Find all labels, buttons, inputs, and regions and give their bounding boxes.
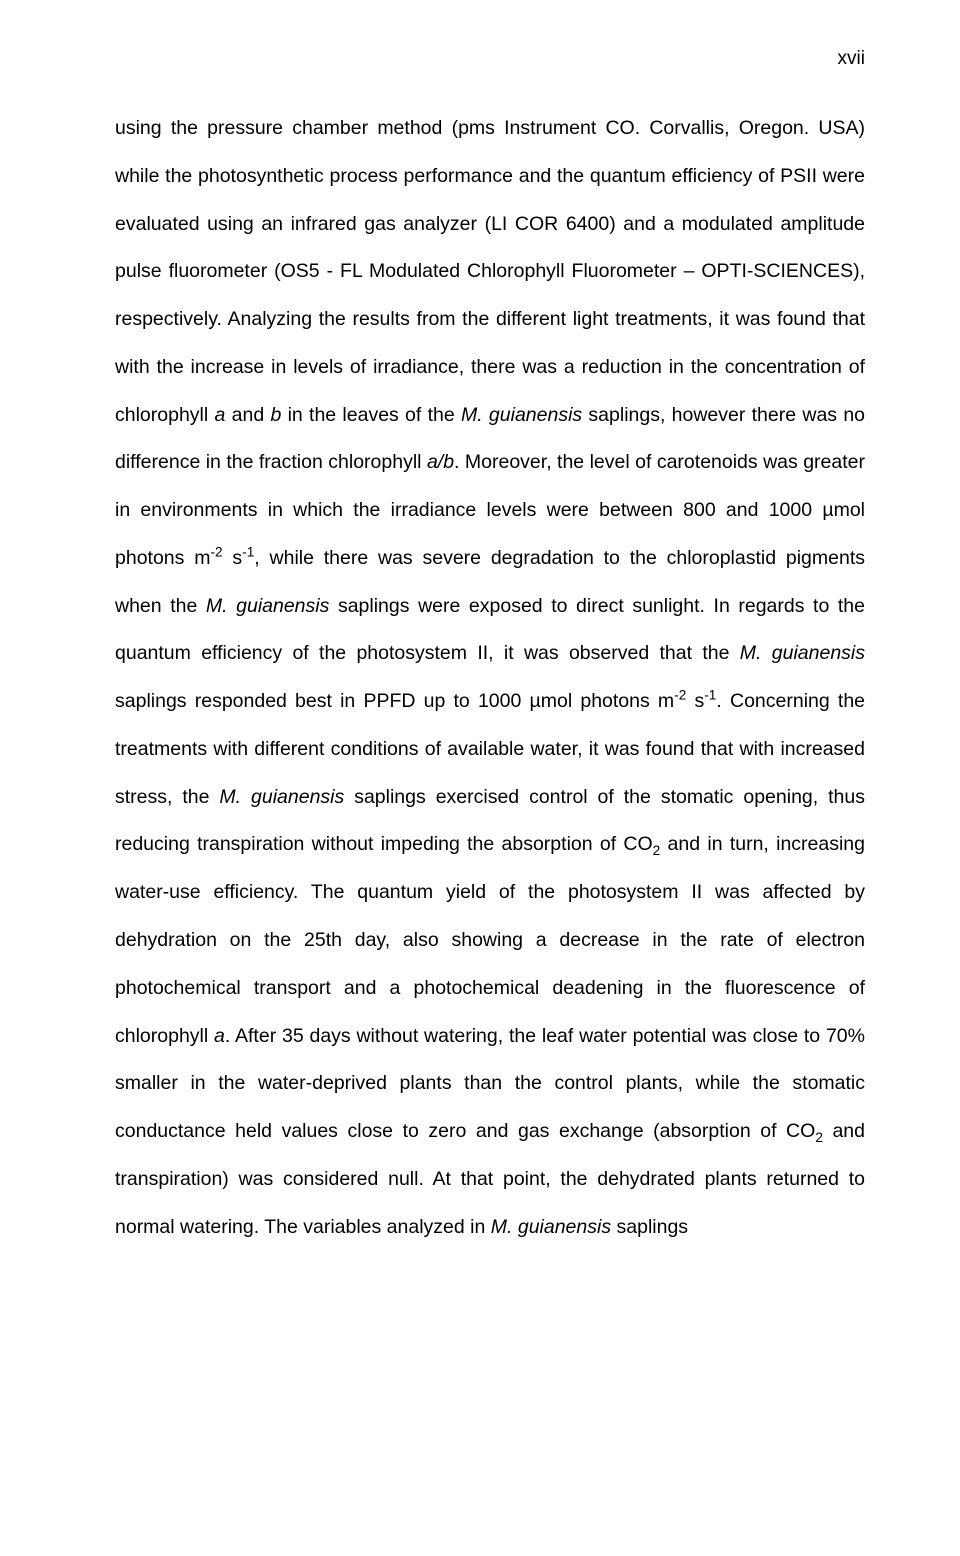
text-segment: and in turn, increasing water-use effici… [115, 833, 865, 1046]
text-segment: using the pressure chamber method (pms I… [115, 117, 865, 426]
text-superscript: -2 [674, 688, 686, 703]
text-segment: s [686, 690, 704, 712]
text-italic: a [214, 1025, 225, 1047]
text-italic: b [270, 404, 281, 426]
text-italic: a/b [427, 451, 454, 473]
text-italic: M. guianensis [219, 786, 344, 808]
text-segment: s [223, 547, 243, 569]
text-superscript: -1 [242, 544, 254, 559]
body-paragraph: using the pressure chamber method (pms I… [115, 105, 865, 1251]
text-italic: M. guianensis [491, 1216, 611, 1238]
text-italic: a [215, 404, 226, 426]
text-segment: . After 35 days without watering, the le… [115, 1025, 865, 1143]
text-italic: M. guianensis [206, 595, 329, 617]
text-superscript: -1 [704, 688, 716, 703]
text-italic: M. guianensis [461, 404, 582, 426]
text-superscript: -2 [210, 544, 222, 559]
page-number: xvii [838, 48, 865, 70]
text-segment: saplings responded best in PPFD up to 10… [115, 690, 674, 712]
text-segment: saplings [611, 1216, 688, 1238]
text-segment: in the leaves of the [281, 404, 461, 426]
text-subscript: 2 [815, 1130, 823, 1145]
text-segment: and [225, 404, 270, 426]
text-italic: M. guianensis [740, 642, 865, 664]
